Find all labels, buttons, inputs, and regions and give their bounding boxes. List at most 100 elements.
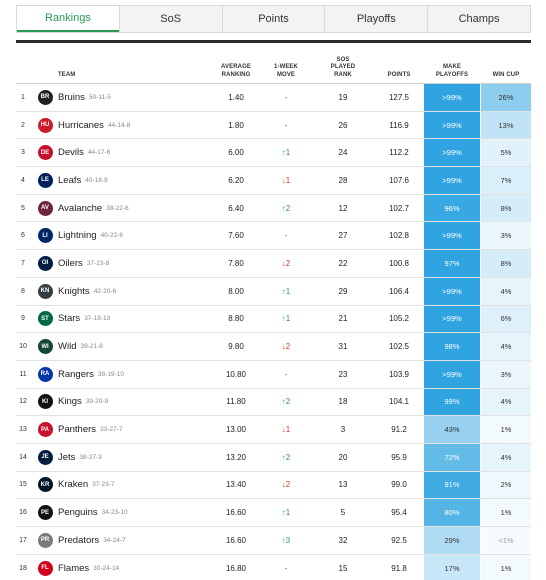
- one-week-move-cell: ↑2: [281, 452, 291, 462]
- team-cell[interactable]: Penguins 34-23-10: [58, 499, 128, 526]
- tab-points[interactable]: Points: [221, 6, 325, 32]
- team-cell[interactable]: Kings 39-20-9: [58, 389, 108, 416]
- team-record: 40-18-9: [85, 176, 108, 184]
- header-sos-played-rank[interactable]: SOS PLAYED RANK: [330, 56, 356, 78]
- win-cup-cell: 7%: [481, 167, 531, 194]
- team-cell[interactable]: Rangers 38-19-10: [58, 361, 124, 388]
- team-cell[interactable]: Lightning 40-22-6: [58, 222, 123, 249]
- team-record: 33-27-7: [100, 426, 123, 434]
- team-name[interactable]: Kings: [58, 396, 82, 408]
- team-cell[interactable]: Devils 44-17-6: [58, 139, 110, 166]
- one-week-move-cell: ↑3: [281, 535, 291, 545]
- team-name[interactable]: Rangers: [58, 368, 94, 380]
- team-name[interactable]: Knights: [58, 285, 90, 297]
- make-playoffs-cell: 72%: [424, 443, 480, 471]
- table-row[interactable]: 5 AV Avalanche 38-22-6 6.40 ↑2 12 102.7 96% 8%: [16, 194, 531, 223]
- header-win-cup[interactable]: WIN CUP: [492, 71, 520, 78]
- team-record: 50-11-5: [88, 93, 111, 101]
- average-ranking-cell: 11.80: [226, 397, 246, 407]
- team-cell[interactable]: Oilers 37-23-8: [58, 250, 109, 277]
- win-cup-cell: 4%: [481, 277, 531, 305]
- table-row[interactable]: 14 JE Jets 38-27-3 13.20 ↑2 20 95.9 72% 4%: [16, 443, 531, 472]
- table-row[interactable]: 16 PE Penguins 34-23-10 16.60 ↑1 5 95.4 80% 1%: [16, 499, 531, 527]
- team-name[interactable]: Devils: [58, 147, 84, 159]
- one-week-move-cell: ↑1: [281, 314, 291, 324]
- team-record: 34-24-7: [103, 536, 126, 544]
- team-cell[interactable]: Panthers 33-27-7: [58, 416, 122, 443]
- table-row[interactable]: 9 ST Stars 37-18-13 8.80 ↑1 21 105.2 >99% 6%: [16, 305, 531, 334]
- tab-champs[interactable]: Champs: [427, 6, 530, 32]
- header-points[interactable]: POINTS: [387, 71, 411, 78]
- team-name[interactable]: Wild: [58, 341, 77, 353]
- table-row[interactable]: 15 KR Kraken 37-23-7 13.40 ↓2 13 99.0 91% 2%: [16, 471, 531, 500]
- tab-playoffs[interactable]: Playoffs: [324, 6, 428, 32]
- team-name[interactable]: Panthers: [58, 424, 97, 436]
- table-row[interactable]: 11 RA Rangers 38-19-10 10.80 - 23 103.9 >99% 3%: [16, 360, 531, 389]
- points-cell: 103.9: [388, 369, 410, 379]
- rank-cell: 8: [21, 287, 25, 295]
- table-row[interactable]: 4 LE Leafs 40-18-9 6.20 ↓1 28 107.6 >99% 7%: [16, 167, 531, 195]
- rank-cell: 10: [19, 343, 27, 351]
- team-name[interactable]: Predators: [58, 534, 100, 546]
- team-name[interactable]: Leafs: [58, 174, 82, 186]
- team-cell[interactable]: Jets 38-27-3: [58, 444, 102, 471]
- header-team[interactable]: TEAM: [58, 71, 76, 78]
- points-cell: 92.5: [391, 535, 407, 545]
- make-playoffs-cell: >99%: [424, 360, 480, 388]
- table-row[interactable]: 2 HU Hurricanes 44-14-8 1.80 - 26 116.9 >99% 13%: [16, 111, 531, 140]
- team-name[interactable]: Flames: [58, 562, 90, 574]
- team-cell[interactable]: Knights 42-20-6: [58, 278, 116, 305]
- table-row[interactable]: 12 KI Kings 39-20-9 11.80 ↑2 18 104.1 99% 4%: [16, 388, 531, 417]
- make-playoffs-cell: 97%: [424, 250, 480, 277]
- team-cell[interactable]: Flames 30-24-14: [58, 555, 119, 580]
- team-name[interactable]: Penguins: [58, 507, 98, 519]
- table-row[interactable]: 17 PR Predators 34-24-7 16.60 ↑3 32 92.5 29% <1%: [16, 527, 531, 555]
- rank-cell: 12: [19, 398, 27, 406]
- team-name[interactable]: Bruins: [58, 91, 85, 103]
- team-cell[interactable]: Predators 34-24-7: [58, 527, 126, 554]
- team-cell[interactable]: Hurricanes 44-14-8: [58, 112, 130, 139]
- header-make-playoffs[interactable]: MAKE PLAYOFFS: [435, 64, 469, 78]
- team-name[interactable]: Kraken: [58, 479, 89, 491]
- team-cell[interactable]: Wild 39-21-8: [58, 333, 103, 360]
- sos-played-rank-cell: 31: [338, 342, 348, 352]
- team-name[interactable]: Oilers: [58, 257, 83, 269]
- table-row[interactable]: 3 DE Devils 44-17-6 6.00 ↑1 24 112.2 >99% 5%: [16, 139, 531, 168]
- team-name[interactable]: Lightning: [58, 230, 97, 242]
- make-playoffs-cell: 43%: [424, 416, 480, 443]
- team-name[interactable]: Stars: [58, 313, 81, 325]
- predators-logo-icon: PR: [37, 532, 53, 548]
- oilers-logo-icon: OI: [37, 255, 53, 271]
- team-name[interactable]: Avalanche: [58, 202, 103, 214]
- table-row[interactable]: 1 BR Bruins 50-11-5 1.40 - 19 127.5 >99% 26%: [16, 84, 531, 112]
- table-row[interactable]: 8 KN Knights 42-20-6 8.00 ↑1 29 106.4 >99% 4%: [16, 277, 531, 306]
- team-cell[interactable]: Stars 37-18-13: [58, 306, 110, 333]
- table-row[interactable]: 7 OI Oilers 37-23-8 7.80 ↓2 22 100.8 97% 8%: [16, 250, 531, 278]
- team-cell[interactable]: Leafs 40-18-9: [58, 167, 108, 194]
- win-cup-cell: 2%: [481, 471, 531, 499]
- table-row[interactable]: 18 FL Flames 30-24-14 16.80 - 15 91.8 17% 1%: [16, 554, 531, 580]
- table-row[interactable]: 10 WI Wild 39-21-8 9.80 ↓2 31 102.5 98% 4%: [16, 333, 531, 361]
- team-cell[interactable]: Bruins 50-11-5: [58, 84, 111, 111]
- header-average-ranking[interactable]: AVERAGE RANKING: [221, 64, 251, 78]
- table-row[interactable]: 13 PA Panthers 33-27-7 13.00 ↓1 3 91.2 43% 1%: [16, 416, 531, 444]
- team-record: 38-27-3: [79, 453, 102, 461]
- team-logo-cell: JE: [35, 444, 55, 471]
- points-cell: 91.8: [391, 563, 407, 573]
- team-name[interactable]: Jets: [58, 451, 76, 463]
- rank-cell: 3: [21, 149, 25, 157]
- table-row[interactable]: 6 LI Lightning 40-22-6 7.60 - 27 102.8 >99% 3%: [16, 222, 531, 251]
- make-playoffs-cell: >99%: [424, 222, 480, 250]
- team-name[interactable]: Hurricanes: [58, 119, 104, 131]
- header-one-week-move[interactable]: 1-WEEK MOVE: [274, 64, 298, 78]
- team-cell[interactable]: Kraken 37-23-7: [58, 472, 115, 499]
- tab-rankings[interactable]: Rankings: [17, 6, 119, 32]
- rank-cell: 15: [19, 481, 27, 489]
- tab-sos[interactable]: SoS: [118, 6, 222, 32]
- jets-logo-icon: JE: [37, 449, 53, 465]
- team-cell[interactable]: Avalanche 38-22-6: [58, 195, 129, 222]
- stars-logo-icon: ST: [37, 311, 53, 327]
- one-week-move-cell: ↑1: [281, 286, 291, 296]
- team-record: 39-20-9: [85, 398, 109, 406]
- sos-played-rank-cell: 13: [338, 480, 348, 490]
